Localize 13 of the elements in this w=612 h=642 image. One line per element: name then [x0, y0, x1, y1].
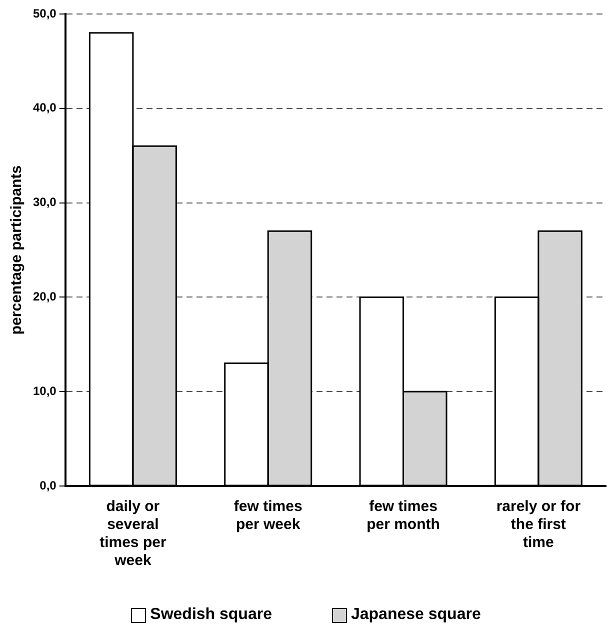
x-tick-label: few times per month — [366, 498, 440, 534]
y-tick-label: 0,0 — [40, 478, 57, 492]
y-axis-title: percentage participants — [8, 165, 26, 335]
y-tick-label: 30,0 — [32, 195, 57, 210]
y-tick-label: 50,0 — [32, 6, 57, 20]
y-tick-label: 40,0 — [32, 100, 57, 115]
legend-label: Japanese square — [350, 606, 481, 624]
x-tick-label: daily or several times per week — [100, 498, 166, 570]
y-tick-label: 20,0 — [32, 290, 57, 304]
x-tick-label: few times per week — [234, 498, 302, 534]
legend-label: Swedish square — [150, 606, 272, 624]
y-tick-label: 10,0 — [32, 384, 57, 398]
x-tick-label: rarely or for the first time — [496, 498, 581, 552]
